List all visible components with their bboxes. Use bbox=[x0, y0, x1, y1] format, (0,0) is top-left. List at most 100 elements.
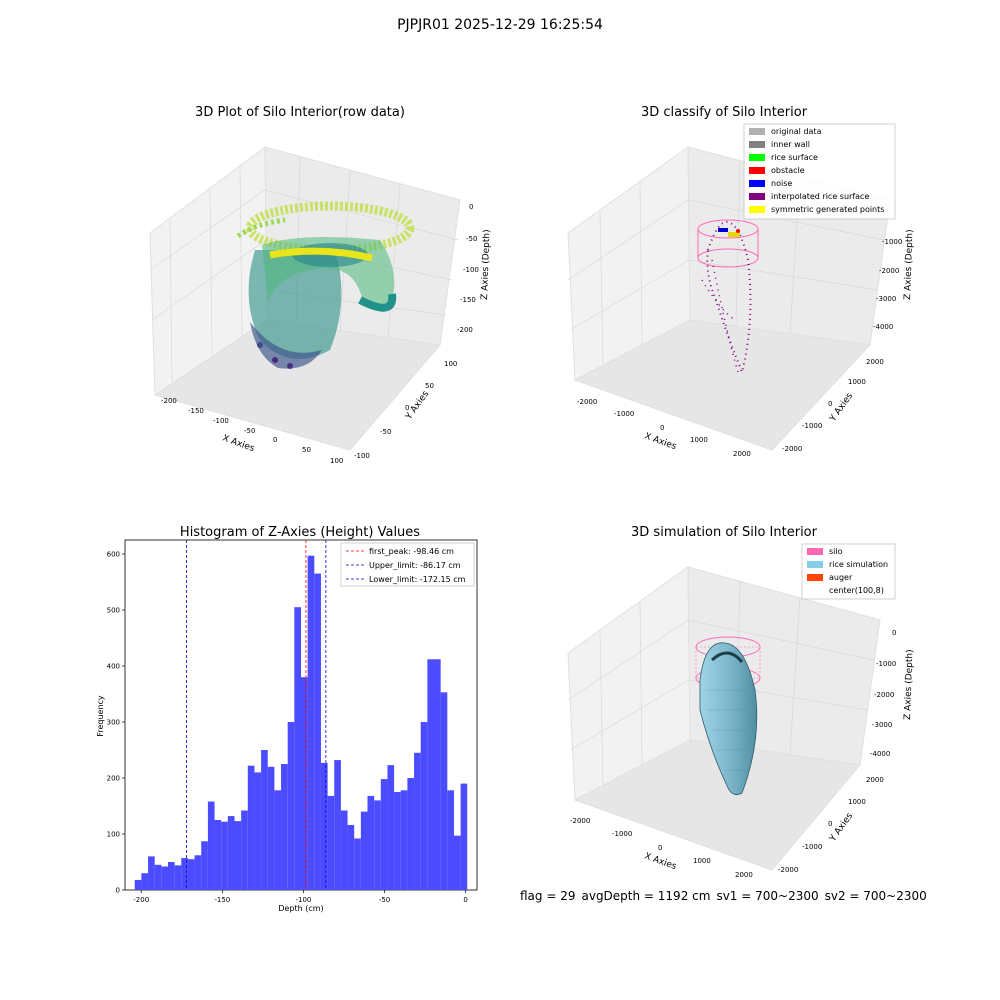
histogram-bar bbox=[427, 659, 435, 890]
legend-swatch bbox=[807, 561, 823, 568]
histogram-bar bbox=[354, 838, 361, 890]
histogram-bar bbox=[327, 795, 335, 890]
y-tick: 1000 bbox=[848, 378, 866, 386]
sv1-text: sv1 = 700~2300 bbox=[716, 889, 819, 903]
y-tick: -100 bbox=[354, 452, 370, 460]
z-tick: -150 bbox=[460, 296, 476, 304]
histogram-bar bbox=[241, 810, 248, 890]
classify-3d-legend: original data inner wall rice surface ob… bbox=[743, 123, 896, 220]
z-tick: -3000 bbox=[876, 295, 896, 303]
simulation-3d-x-ticks: -2000 -1000 0 1000 2000 bbox=[570, 817, 753, 879]
histogram-bar bbox=[287, 722, 295, 890]
simulation-3d-zlabel: Z Axies (Depth) bbox=[903, 649, 915, 720]
histogram-bar bbox=[460, 783, 468, 890]
histogram-bar bbox=[187, 859, 195, 890]
z-tick: -50 bbox=[466, 235, 477, 243]
histogram-bar bbox=[214, 820, 222, 890]
histogram-bar bbox=[340, 810, 348, 890]
histogram-bar bbox=[400, 790, 408, 890]
y-tick: -50 bbox=[380, 428, 391, 436]
legend-label: original data bbox=[771, 127, 822, 136]
y-tick: 0 bbox=[828, 400, 832, 408]
z-tick: -1000 bbox=[876, 660, 896, 668]
simulation-3d-xlabel: X Axies bbox=[643, 851, 678, 872]
histogram-bar bbox=[227, 816, 235, 890]
simulation-3d-legend: silo rice simulation auger center(100,8) bbox=[801, 543, 896, 600]
histogram-title: Histogram of Z-Axies (Height) Values bbox=[180, 525, 420, 540]
histogram-bar bbox=[453, 835, 461, 890]
histogram-bar bbox=[254, 772, 262, 890]
sv2-text: sv2 = 700~2300 bbox=[824, 889, 927, 903]
y-tick: 0 bbox=[405, 404, 409, 412]
x-tick: 0 bbox=[658, 844, 662, 852]
legend-swatch bbox=[807, 587, 823, 594]
y-tick: -1000 bbox=[802, 843, 822, 851]
x-tick: 50 bbox=[302, 446, 311, 454]
histogram-bar bbox=[181, 858, 188, 890]
legend-swatch bbox=[749, 193, 765, 200]
y-tick: -1000 bbox=[802, 422, 822, 430]
z-tick: -200 bbox=[457, 326, 473, 334]
z-tick: -3000 bbox=[872, 721, 892, 729]
classify-3d-points bbox=[697, 219, 759, 376]
legend-label: inner wall bbox=[771, 140, 810, 149]
histogram-bar bbox=[207, 801, 215, 890]
flag-text: flag = 29 bbox=[520, 889, 576, 903]
histogram-bar bbox=[407, 778, 415, 890]
histogram-bar bbox=[367, 795, 375, 890]
simulation-3d-title: 3D simulation of Silo Interior bbox=[631, 525, 818, 540]
legend-label: noise bbox=[771, 179, 792, 188]
histogram-bar bbox=[194, 855, 202, 890]
histogram-bar bbox=[161, 866, 168, 890]
histogram-bar bbox=[154, 864, 162, 890]
legend-label: obstacle bbox=[771, 166, 805, 175]
x-tick: -2000 bbox=[577, 398, 597, 406]
classify-3d-xlabel: X Axies bbox=[643, 431, 678, 452]
classify-3d-zlabel: Z Axies (Depth) bbox=[903, 229, 915, 300]
y-tick: -2000 bbox=[782, 445, 802, 453]
histogram-vlines bbox=[185, 540, 327, 890]
legend-label: silo bbox=[829, 547, 843, 556]
histogram-bar bbox=[440, 692, 448, 890]
histogram-bar bbox=[447, 790, 454, 890]
raw-3d-z-ticks: 0 -50 -100 -150 -200 bbox=[457, 203, 479, 334]
x-tick: 1000 bbox=[690, 436, 708, 444]
x-tick: -50 bbox=[244, 427, 255, 435]
raw-3d-xlabel: X Axies bbox=[221, 433, 256, 454]
y-tick: 2000 bbox=[866, 358, 884, 366]
x-tick: -1000 bbox=[614, 410, 634, 418]
legend-swatch bbox=[749, 167, 765, 174]
y-tick-label: 500 bbox=[107, 607, 120, 615]
histogram-bar bbox=[347, 825, 355, 890]
x-tick: -200 bbox=[161, 397, 177, 405]
histogram-panel: Histogram of Z-Axies (Height) Values -20… bbox=[96, 525, 478, 913]
histogram-bar bbox=[334, 760, 341, 890]
legend-swatch bbox=[807, 548, 823, 555]
histogram-bar bbox=[247, 765, 255, 890]
histogram-bar bbox=[274, 790, 282, 890]
y-tick: 50 bbox=[425, 382, 434, 390]
avg-depth-text: avgDepth = 1192 cm bbox=[581, 889, 711, 903]
histogram-bar bbox=[148, 856, 155, 890]
classify-3d-panel: 3D classify of Silo Interior bbox=[567, 105, 915, 458]
legend-swatch bbox=[749, 154, 765, 161]
legend-swatch bbox=[749, 206, 765, 213]
legend-swatch bbox=[807, 574, 823, 581]
x-tick: 100 bbox=[330, 457, 343, 465]
figure-title: PJPJR01 2025-12-29 16:25:54 bbox=[397, 17, 603, 33]
histogram-bar bbox=[221, 821, 228, 890]
histogram-bar bbox=[414, 752, 421, 890]
x-tick-label: -150 bbox=[214, 896, 230, 904]
histogram-bar bbox=[314, 573, 321, 890]
x-tick: -100 bbox=[213, 417, 229, 425]
x-tick: 2000 bbox=[735, 871, 753, 879]
histogram-bar bbox=[387, 765, 395, 890]
histogram-bar bbox=[434, 659, 441, 890]
z-tick: 0 bbox=[892, 629, 896, 637]
x-tick-label: 0 bbox=[463, 896, 467, 904]
legend-label: auger bbox=[829, 573, 853, 582]
histogram-y-ticks: 0 100 200 300 400 500 600 bbox=[107, 551, 125, 895]
histogram-bar bbox=[394, 792, 401, 890]
legend-label: rice surface bbox=[771, 153, 818, 162]
